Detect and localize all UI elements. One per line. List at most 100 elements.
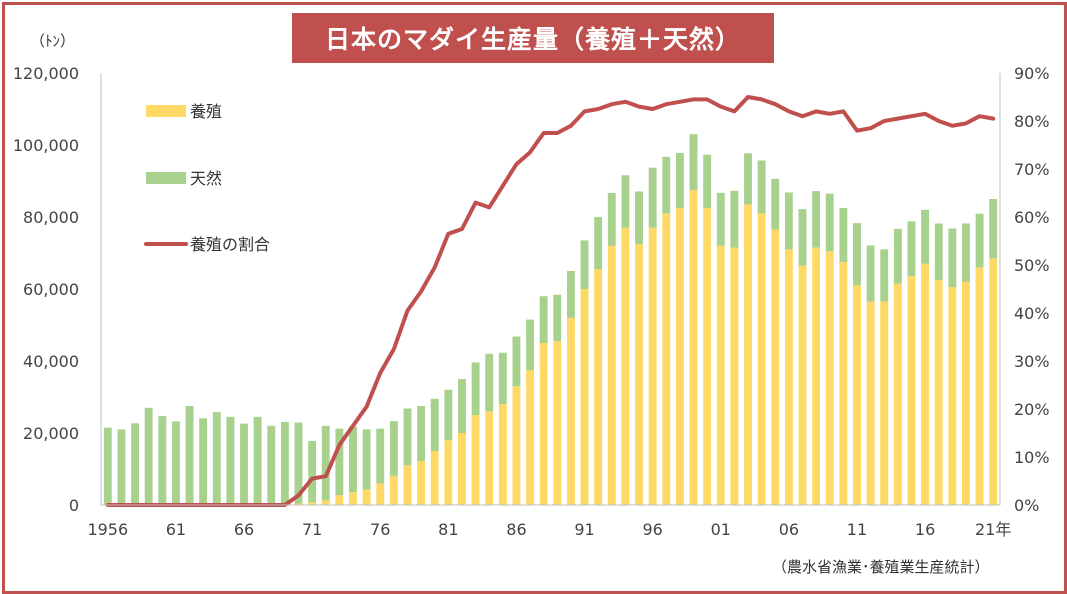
aquaculture-bar — [825, 251, 834, 505]
wild-bar — [771, 178, 780, 230]
aquaculture-bar — [376, 483, 385, 505]
wild-bar — [934, 223, 943, 280]
x-tick-label: 86 — [506, 520, 526, 539]
aquaculture-bar — [771, 229, 780, 505]
wild-bar — [144, 407, 153, 505]
aquaculture-bar — [675, 208, 684, 505]
wild-bar — [458, 379, 466, 433]
legend-label-ratio: 養殖の割合 — [190, 235, 270, 254]
x-tick-label: 21年 — [975, 520, 1011, 539]
chart-title: 日本のマダイ生産量（養殖＋天然） — [292, 13, 774, 63]
x-tick-label: 66 — [234, 520, 254, 539]
wild-bar — [103, 427, 112, 505]
wild-bar — [240, 423, 248, 505]
wild-bar — [757, 160, 766, 214]
aquaculture-bar — [853, 285, 861, 505]
wild-bar — [498, 352, 507, 405]
wild-bar — [280, 421, 289, 505]
x-tick-label: 96 — [642, 520, 662, 539]
x-tick-label: 81 — [438, 520, 458, 539]
wild-bar — [335, 428, 344, 496]
aquaculture-bar — [975, 267, 984, 505]
wild-bar — [553, 294, 562, 342]
wild-bar — [580, 240, 589, 289]
source-note: （農水省漁業･養殖業生産統計） — [772, 558, 990, 576]
wild-bar — [961, 223, 970, 282]
aquaculture-bar — [444, 440, 453, 505]
aquaculture-bar — [662, 213, 671, 505]
wild-bar — [866, 245, 875, 302]
wild-bar — [308, 440, 317, 503]
axes-layer: 0 20,000 40,000 60,000 80,000 100,000 120,000 0… — [13, 64, 1050, 539]
aquaculture-bar — [294, 503, 303, 505]
wild-bar — [171, 421, 180, 505]
aquaculture-bar — [893, 283, 902, 505]
aquaculture-bar — [498, 404, 507, 505]
wild-bar — [989, 199, 998, 259]
bars-layer — [103, 134, 998, 506]
aquaculture-bar — [757, 213, 766, 505]
aquaculture-bar — [812, 247, 821, 505]
legend-label-wild: 天然 — [190, 169, 222, 188]
aquaculture-bar — [471, 415, 480, 505]
aquaculture-bar — [553, 341, 562, 505]
y-right-tick-label: 50% — [1014, 256, 1050, 275]
aquaculture-bar — [744, 204, 752, 505]
wild-bar — [744, 153, 752, 205]
legend-swatch-wild — [146, 172, 186, 184]
aquaculture-bar — [648, 227, 657, 506]
aquaculture-bar — [594, 269, 603, 505]
aquaculture-bar — [566, 317, 575, 505]
wild-bar — [512, 336, 521, 387]
x-tick-label: 11 — [847, 520, 867, 539]
wild-bar — [117, 429, 126, 505]
aquaculture-bar — [362, 489, 371, 505]
y-right-tick-label: 0% — [1014, 496, 1039, 515]
wild-bar — [471, 362, 480, 415]
aquaculture-bar — [526, 370, 535, 505]
aquaculture-bar — [621, 227, 630, 506]
wild-bar — [539, 296, 548, 343]
x-tick-label: 06 — [779, 520, 799, 539]
wild-bar — [226, 416, 235, 505]
wild-bar — [417, 406, 426, 462]
aquaculture-bar — [716, 245, 725, 506]
y-left-tick-label: 20,000 — [23, 424, 79, 443]
aquaculture-bar — [907, 276, 916, 505]
wild-bar — [730, 190, 739, 248]
aquaculture-bar — [730, 247, 739, 505]
wild-bar — [703, 154, 712, 208]
wild-bar — [294, 422, 303, 504]
wild-bar — [784, 192, 793, 250]
wild-bar — [485, 353, 494, 412]
aquaculture-bar — [961, 281, 970, 505]
x-tick-label: 61 — [166, 520, 186, 539]
aquaculture-bar — [880, 301, 889, 505]
wild-bar — [893, 228, 902, 284]
aquaculture-bar — [539, 343, 548, 505]
y-right-tick-label: 20% — [1014, 400, 1050, 419]
legend-swatch-aquaculture — [146, 105, 186, 117]
wild-bar — [907, 221, 916, 277]
legend-label-aquaculture: 養殖 — [190, 102, 222, 121]
aquaculture-bar — [335, 495, 344, 505]
aquaculture-bar — [784, 249, 793, 505]
y-left-tick-label: 120,000 — [13, 64, 79, 83]
aquaculture-bar — [580, 289, 589, 505]
wild-bar — [185, 406, 194, 505]
aquaculture-bar — [948, 287, 957, 505]
aquaculture-bar — [689, 190, 698, 505]
aquaculture-bar — [321, 500, 330, 505]
aquaculture-bar — [921, 263, 930, 505]
wild-bar — [921, 209, 930, 264]
y-axis-unit-label: （ﾄﾝ） — [30, 32, 76, 50]
y-right-tick-label: 80% — [1014, 112, 1050, 131]
y-left-tick-label: 0 — [69, 496, 79, 515]
x-tick-label: 91 — [574, 520, 594, 539]
wild-bar — [403, 408, 412, 466]
wild-bar — [812, 191, 821, 248]
wild-bar — [675, 152, 684, 208]
wild-bar — [253, 416, 262, 505]
